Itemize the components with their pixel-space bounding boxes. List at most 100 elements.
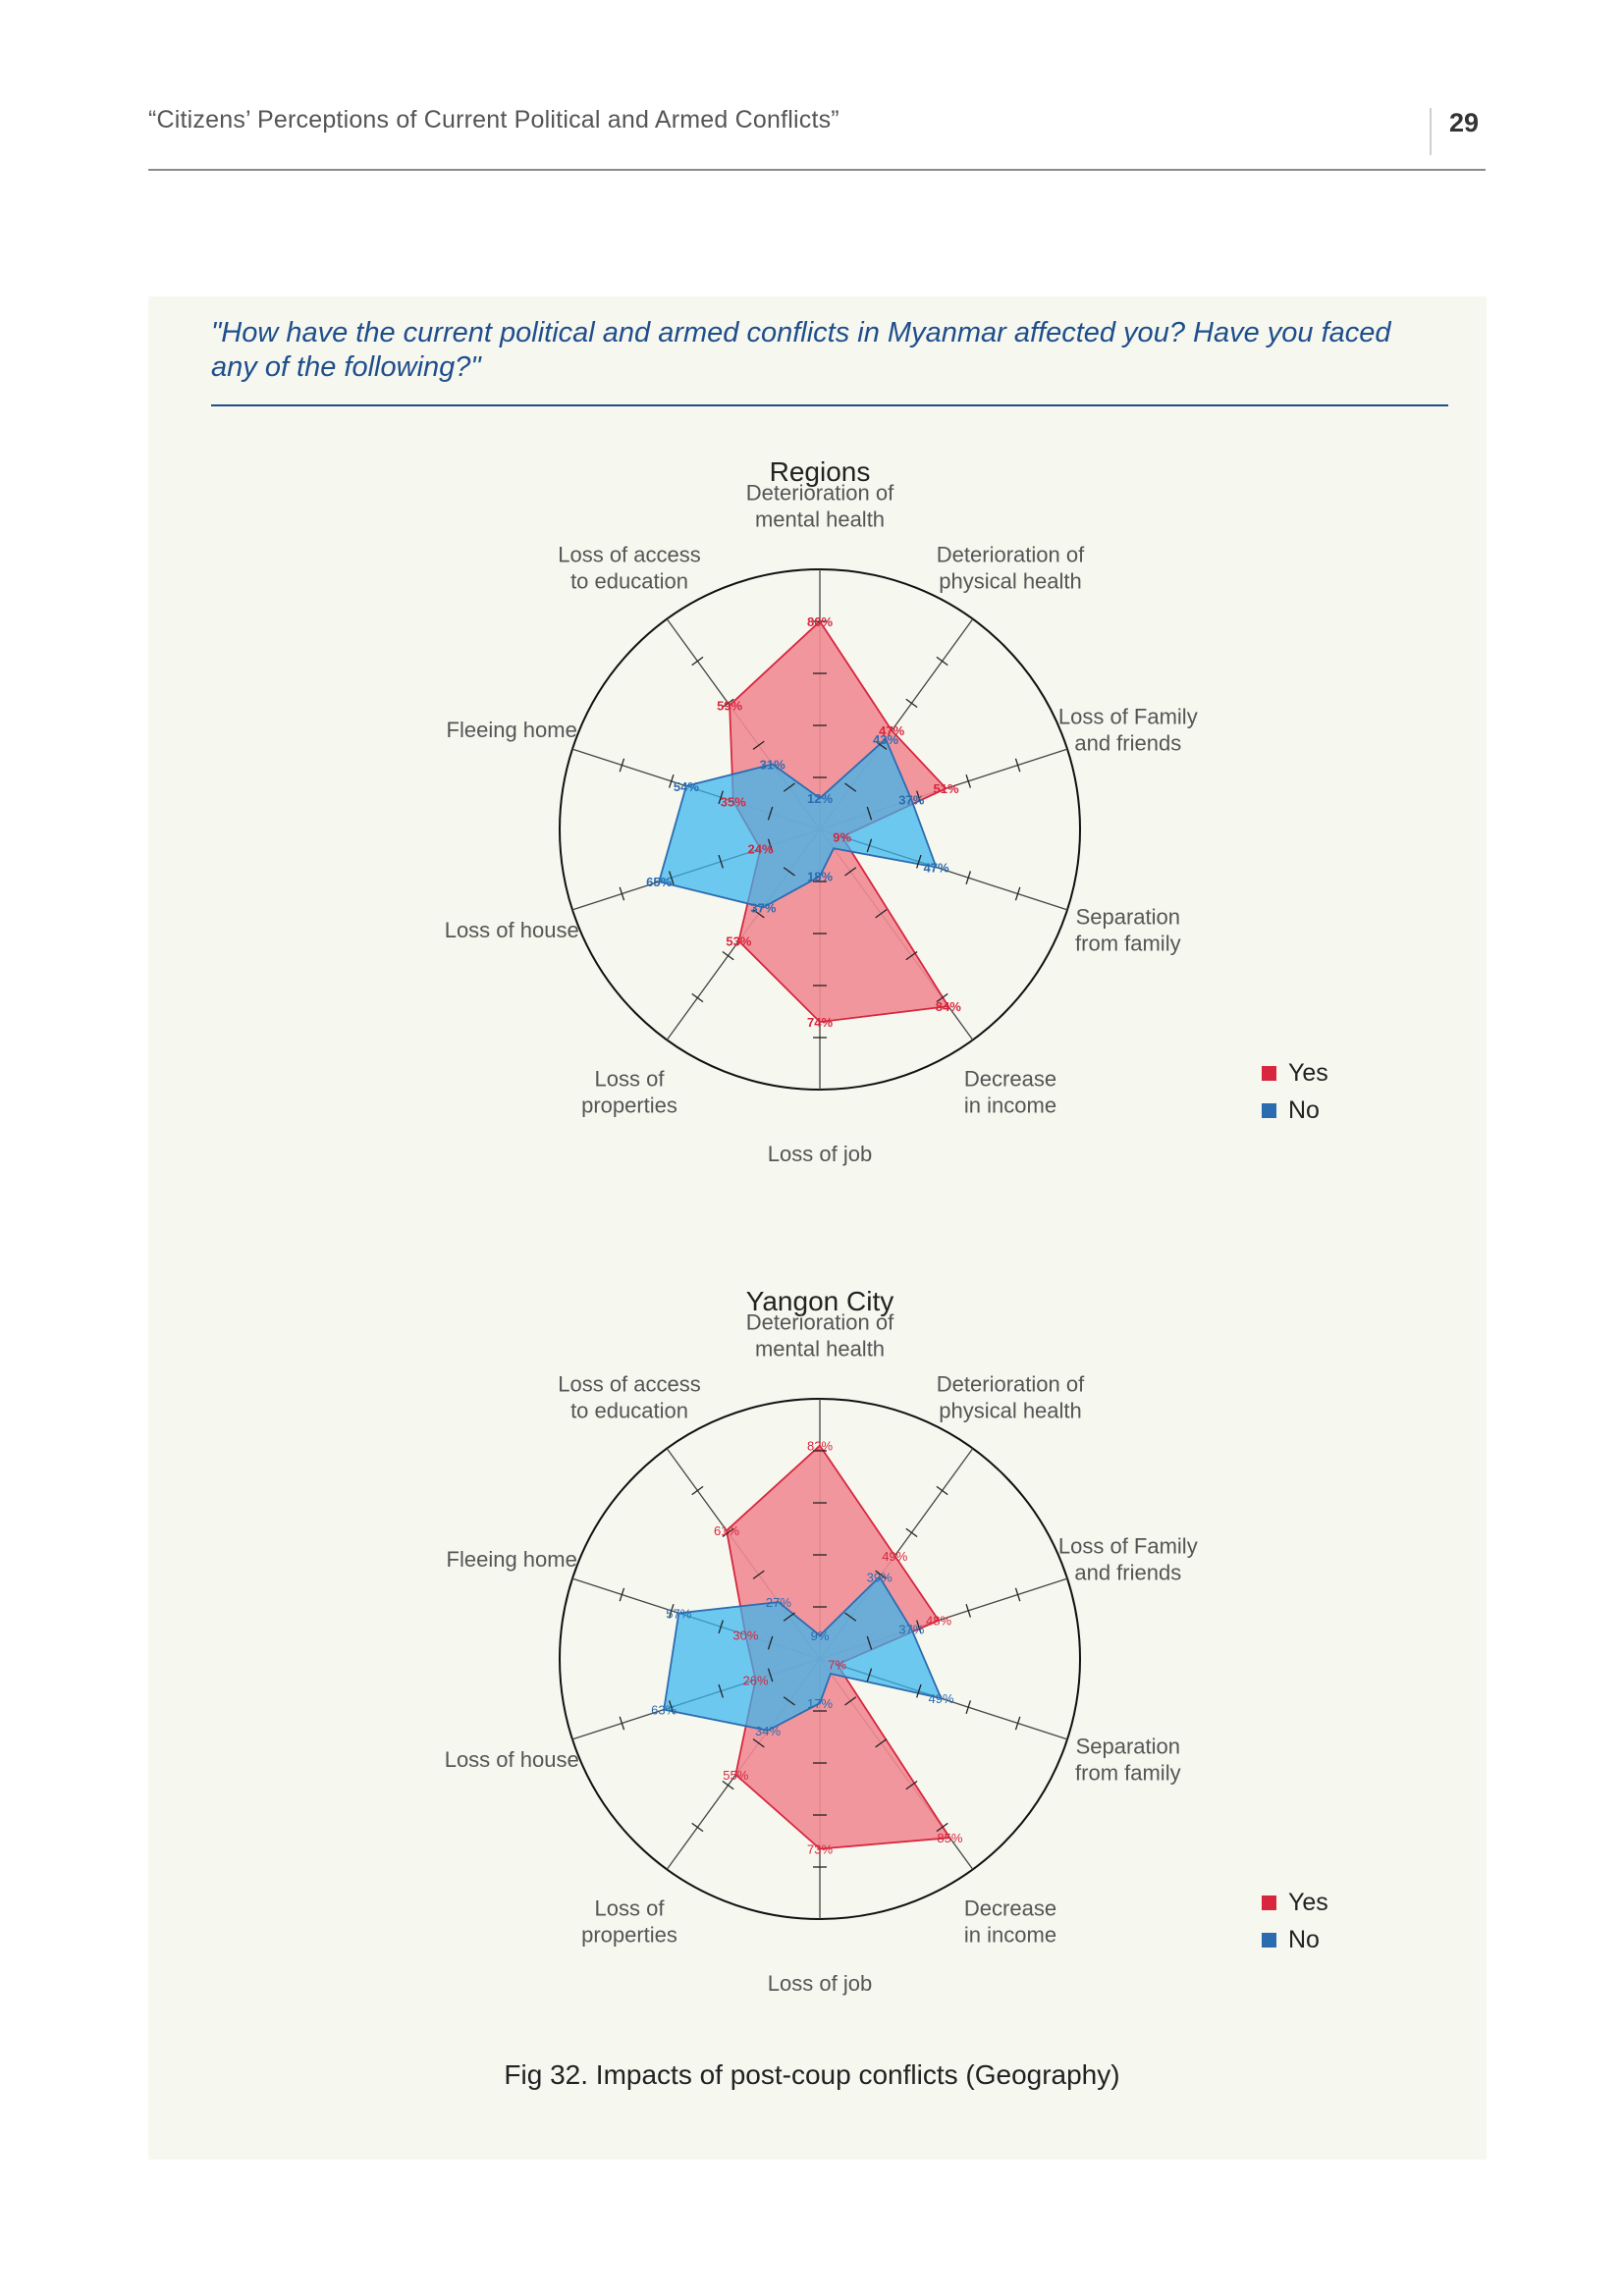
radar-tick bbox=[866, 1668, 873, 1682]
radar-tick bbox=[965, 1700, 971, 1714]
header-title: “Citizens’ Perceptions of Current Politi… bbox=[148, 106, 839, 133]
chart-title: Regions bbox=[770, 456, 871, 487]
data-label-yes: 51% bbox=[933, 781, 958, 796]
radar-chart-svg: Regions 80% 47% 51% 9% 84% 74% 53% 24% 35% 59% 12% 4… bbox=[445, 456, 1328, 1166]
data-label-no: 17% bbox=[807, 1696, 833, 1711]
radar-tick bbox=[844, 1696, 857, 1706]
radar-tick bbox=[875, 909, 888, 919]
radar-tick bbox=[866, 838, 873, 853]
axis-label: Fleeing home bbox=[447, 718, 577, 742]
data-label-yes: 9% bbox=[833, 829, 851, 844]
axis-label: Fleeing home bbox=[447, 1547, 577, 1572]
figure-panel bbox=[148, 296, 1487, 2160]
axis-label: Decrease in income bbox=[964, 1067, 1056, 1118]
data-label-no: 37% bbox=[898, 793, 924, 808]
radar-tick bbox=[752, 740, 765, 750]
axis-label: Deterioration of physical health bbox=[937, 543, 1085, 594]
radar-tick bbox=[875, 740, 888, 750]
header-separator bbox=[1430, 108, 1432, 155]
legend-swatch-no bbox=[1262, 1103, 1276, 1118]
data-label-no: 9% bbox=[811, 1629, 830, 1643]
axis-label: Loss of house bbox=[445, 918, 579, 942]
radar-chart-yangon-city: Yangon City 82% 49% 48% 7% 85% 73% 55% 26% 30% 61%… bbox=[147, 1271, 1486, 1998]
data-label-no: 18% bbox=[807, 870, 833, 884]
data-label-no: 34% bbox=[755, 1724, 781, 1738]
radar-tick bbox=[718, 1620, 724, 1634]
data-label-yes: 80% bbox=[807, 614, 833, 629]
radar-tick bbox=[875, 1570, 888, 1579]
radar-tick bbox=[669, 871, 675, 884]
radar-tick bbox=[722, 698, 734, 709]
radar-tick bbox=[936, 992, 948, 1003]
data-label-no: 63% bbox=[651, 1703, 677, 1718]
data-label-yes: 55% bbox=[723, 1768, 748, 1783]
radar-tick bbox=[722, 1780, 734, 1790]
data-label-no: 27% bbox=[766, 1595, 791, 1610]
page-number: 29 bbox=[1449, 108, 1480, 137]
radar-tick bbox=[752, 909, 765, 919]
data-label-no: 31% bbox=[760, 758, 785, 773]
data-label-no: 43% bbox=[873, 732, 898, 747]
radar-tick bbox=[619, 1587, 625, 1602]
chart-title: Yangon City bbox=[746, 1286, 893, 1316]
radar-tick bbox=[905, 950, 918, 961]
radar-tick bbox=[619, 758, 625, 773]
legend-label-yes: Yes bbox=[1288, 1889, 1328, 1916]
data-label-yes: 49% bbox=[882, 1549, 907, 1564]
axis-label: Loss of access to education bbox=[558, 1372, 701, 1423]
data-label-no: 65% bbox=[646, 875, 672, 889]
data-label-yes: 74% bbox=[807, 1015, 833, 1030]
axis-label: Loss of job bbox=[768, 1142, 872, 1166]
radar-tick bbox=[916, 790, 922, 805]
legend-swatch-no bbox=[1262, 1933, 1276, 1948]
radar-chart-svg: Yangon City 82% 49% 48% 7% 85% 73% 55% 26% 30% 61%… bbox=[445, 1286, 1328, 1996]
data-label-yes: 61% bbox=[714, 1523, 739, 1538]
radar-tick bbox=[844, 867, 857, 877]
radar-tick bbox=[1014, 886, 1021, 901]
radar-tick bbox=[722, 1527, 734, 1538]
radar-tick bbox=[767, 1668, 774, 1682]
axis-label: Loss of properties bbox=[581, 1896, 677, 1948]
radar-tick bbox=[783, 1696, 795, 1706]
data-label-yes: 59% bbox=[717, 699, 742, 714]
radar-tick bbox=[1014, 758, 1021, 773]
radar-tick bbox=[916, 1683, 922, 1698]
data-label-no: 47% bbox=[923, 861, 948, 876]
data-label-no: 39% bbox=[867, 1570, 893, 1584]
radar-tick bbox=[691, 1822, 704, 1833]
legend-label-yes: Yes bbox=[1288, 1059, 1328, 1087]
axis-label: Deterioration of physical health bbox=[937, 1372, 1085, 1423]
radar-chart-regions: Regions 80% 47% 51% 9% 84% 74% 53% 24% 35% 59% 12% 4… bbox=[147, 442, 1486, 1168]
question-rule bbox=[211, 404, 1448, 406]
radar-tick bbox=[1014, 1587, 1021, 1602]
radar-tick bbox=[752, 1570, 765, 1579]
data-label-no: 12% bbox=[807, 791, 833, 806]
radar-tick bbox=[916, 854, 922, 869]
axis-label: Loss of access to education bbox=[558, 543, 701, 594]
data-label-no: 57% bbox=[666, 1606, 691, 1621]
radar-tick bbox=[936, 656, 948, 667]
radar-tick bbox=[965, 871, 971, 884]
radar-tick bbox=[669, 1700, 675, 1714]
axis-label: Separation from family bbox=[1075, 905, 1181, 956]
radar-tick bbox=[691, 1485, 704, 1496]
radar-tick bbox=[866, 1635, 873, 1650]
data-label-yes: 53% bbox=[726, 934, 751, 949]
radar-tick bbox=[936, 1485, 948, 1496]
legend-label-no: No bbox=[1288, 1926, 1320, 1953]
series-area-no bbox=[663, 1575, 944, 1732]
data-label-yes: 30% bbox=[732, 1628, 758, 1642]
axis-label: Decrease in income bbox=[964, 1896, 1056, 1948]
legend-swatch-yes bbox=[1262, 1066, 1276, 1081]
radar-tick bbox=[783, 782, 795, 792]
radar-tick bbox=[619, 1716, 625, 1731]
radar-tick bbox=[965, 774, 971, 788]
radar-tick bbox=[866, 806, 873, 821]
data-label-no: 54% bbox=[674, 779, 699, 794]
radar-tick bbox=[767, 806, 774, 821]
data-label-no: 37% bbox=[750, 900, 776, 915]
radar-tick bbox=[875, 1738, 888, 1748]
radar-tick bbox=[619, 886, 625, 901]
radar-tick bbox=[718, 854, 724, 869]
data-label-yes: 35% bbox=[721, 794, 746, 809]
